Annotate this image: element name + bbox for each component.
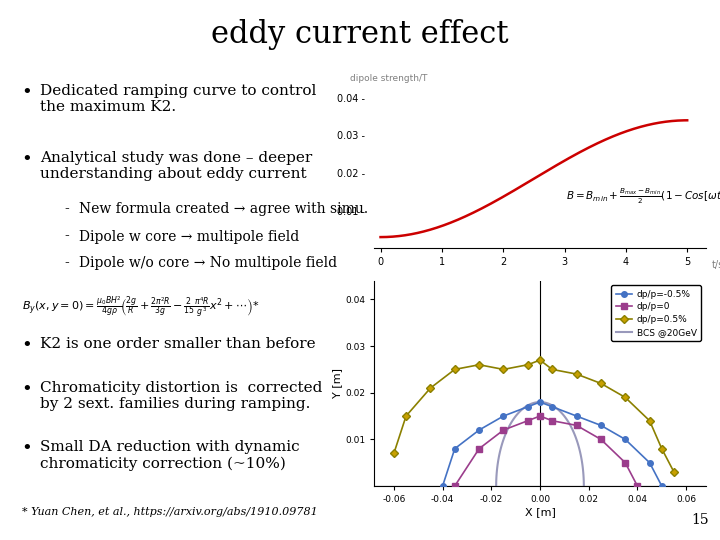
Legend: dp/p=-0.5%, dp/p=0, dp/p=0.5%, BCS @20GeV: dp/p=-0.5%, dp/p=0, dp/p=0.5%, BCS @20Ge… bbox=[611, 285, 701, 341]
Text: Small DA reduction with dynamic
chromaticity correction (~10%): Small DA reduction with dynamic chromati… bbox=[40, 440, 300, 471]
Text: $B=B_{min}+\frac{B_{max}-B_{min}}{2}(1-Cos[\omega t])$: $B=B_{min}+\frac{B_{max}-B_{min}}{2}(1-C… bbox=[567, 187, 720, 206]
Text: -: - bbox=[65, 256, 70, 271]
Text: Chromaticity distortion is  corrected
by 2 sext. families during ramping.: Chromaticity distortion is corrected by … bbox=[40, 381, 322, 411]
Text: $B_y(x,y=0)=\frac{\mu_0 BH^2}{4g\rho}\!\left(\frac{2g}{R}+\frac{2\pi^2\!R}{3g}-\: $B_y(x,y=0)=\frac{\mu_0 BH^2}{4g\rho}\!\… bbox=[22, 294, 259, 320]
Text: Analytical study was done – deeper
understanding about eddy current: Analytical study was done – deeper under… bbox=[40, 151, 312, 181]
Text: -: - bbox=[65, 230, 70, 244]
Text: * Yuan Chen, et al., https://arxiv.org/abs/1910.09781: * Yuan Chen, et al., https://arxiv.org/a… bbox=[22, 507, 318, 517]
Text: •: • bbox=[22, 440, 32, 458]
Text: New formula created → agree with simu.: New formula created → agree with simu. bbox=[79, 202, 369, 217]
Text: Dipole w core → multipole field: Dipole w core → multipole field bbox=[79, 230, 300, 244]
Text: 15: 15 bbox=[692, 512, 709, 526]
Text: Dedicated ramping curve to control
the maximum K2.: Dedicated ramping curve to control the m… bbox=[40, 84, 316, 114]
X-axis label: X [m]: X [m] bbox=[525, 507, 555, 517]
Y-axis label: Y [m]: Y [m] bbox=[333, 368, 343, 399]
Text: eddy current effect: eddy current effect bbox=[211, 19, 509, 50]
Text: -: - bbox=[65, 202, 70, 217]
Text: •: • bbox=[22, 381, 32, 399]
Text: Dipole w/o core → No multipole field: Dipole w/o core → No multipole field bbox=[79, 256, 338, 271]
Text: dipole strength/T: dipole strength/T bbox=[350, 73, 427, 83]
Text: •: • bbox=[22, 338, 32, 355]
Text: •: • bbox=[22, 151, 32, 169]
Text: •: • bbox=[22, 84, 32, 102]
Text: K2 is one order smaller than before: K2 is one order smaller than before bbox=[40, 338, 315, 352]
Text: t/s: t/s bbox=[712, 260, 720, 269]
